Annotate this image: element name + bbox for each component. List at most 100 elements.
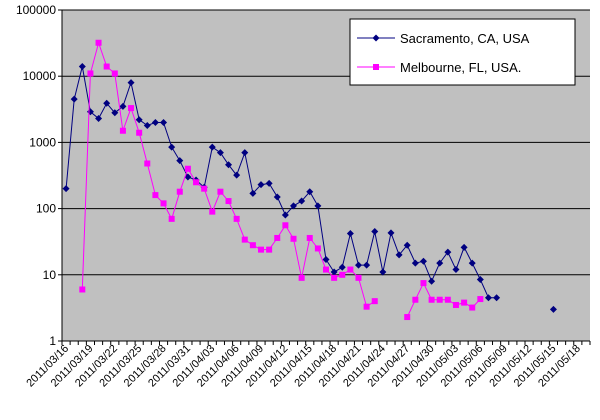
data-point — [477, 296, 484, 303]
data-point — [111, 109, 119, 117]
data-point — [363, 303, 370, 310]
data-point — [176, 157, 184, 165]
data-point — [143, 122, 151, 130]
data-point — [461, 299, 468, 306]
data-point — [428, 277, 436, 285]
data-point — [338, 263, 346, 271]
data-point — [151, 118, 159, 126]
data-point — [128, 105, 135, 112]
data-point — [184, 173, 192, 181]
data-point — [420, 280, 427, 287]
data-point — [103, 63, 110, 70]
data-point — [119, 127, 126, 134]
data-point — [436, 296, 443, 303]
data-point — [331, 274, 338, 281]
data-point — [233, 215, 240, 222]
y-tick-label: 100000 — [16, 3, 56, 17]
y-tick-label: 1000 — [29, 135, 56, 149]
data-point — [484, 294, 492, 302]
data-point — [404, 314, 411, 321]
data-point — [298, 274, 305, 281]
data-point — [452, 266, 460, 274]
data-point — [290, 202, 298, 210]
data-point — [298, 197, 306, 205]
data-point — [452, 301, 459, 308]
data-point — [208, 143, 216, 151]
data-point — [257, 181, 265, 189]
data-point — [233, 171, 241, 179]
data-point — [363, 261, 371, 269]
data-point — [168, 143, 176, 151]
series-sacramento — [62, 63, 557, 313]
data-point — [95, 114, 103, 122]
data-point — [469, 304, 476, 311]
data-point — [282, 222, 289, 229]
data-point — [314, 202, 322, 210]
data-point — [70, 95, 78, 103]
data-point — [258, 246, 265, 253]
data-point — [127, 79, 135, 87]
data-point — [371, 298, 378, 305]
data-point — [395, 251, 403, 259]
data-point — [217, 188, 224, 195]
data-point — [136, 129, 143, 136]
data-point — [241, 236, 248, 243]
data-point — [176, 188, 183, 195]
data-point — [225, 161, 233, 169]
data-point — [103, 99, 111, 107]
data-point — [281, 211, 289, 219]
data-point — [193, 179, 200, 186]
data-point — [411, 259, 419, 267]
data-point — [135, 116, 143, 124]
data-point — [273, 193, 281, 201]
data-point — [436, 259, 444, 267]
data-point — [387, 229, 395, 237]
data-point — [493, 294, 501, 302]
legend-box — [349, 18, 576, 86]
legend-marker — [372, 34, 380, 42]
data-point — [160, 200, 167, 207]
data-point — [62, 185, 70, 193]
data-point — [265, 179, 273, 187]
data-point — [314, 245, 321, 252]
data-point — [225, 198, 232, 205]
data-point — [144, 160, 151, 167]
data-point — [549, 305, 557, 313]
data-point — [209, 208, 216, 215]
data-point — [355, 274, 362, 281]
data-point — [346, 230, 354, 238]
data-point — [152, 192, 159, 199]
series-layer — [62, 39, 557, 321]
data-point — [444, 248, 452, 256]
series-melbourne — [79, 39, 484, 321]
data-point — [476, 275, 484, 283]
legend-label: Sacramento, CA, USA — [400, 31, 530, 46]
y-tick-label: 100 — [36, 202, 56, 216]
data-point — [249, 242, 256, 249]
data-point — [266, 246, 273, 253]
data-point — [322, 256, 330, 264]
legend-marker — [373, 64, 379, 70]
data-point — [444, 296, 451, 303]
data-point — [201, 185, 208, 192]
data-point — [412, 296, 419, 303]
data-point — [241, 149, 249, 157]
data-point — [87, 70, 94, 77]
data-point — [460, 243, 468, 251]
data-point — [306, 188, 314, 196]
y-tick-label: 10000 — [23, 69, 57, 83]
data-point — [274, 234, 281, 241]
data-point — [330, 268, 338, 276]
y-tick-label: 10 — [43, 268, 57, 282]
data-point — [419, 257, 427, 265]
data-point — [95, 39, 102, 46]
data-point — [371, 228, 379, 236]
data-point — [339, 271, 346, 278]
data-point — [306, 234, 313, 241]
data-point — [168, 215, 175, 222]
data-point — [347, 266, 354, 273]
data-point — [290, 235, 297, 242]
series-line — [65, 66, 497, 299]
series-line — [406, 281, 481, 318]
